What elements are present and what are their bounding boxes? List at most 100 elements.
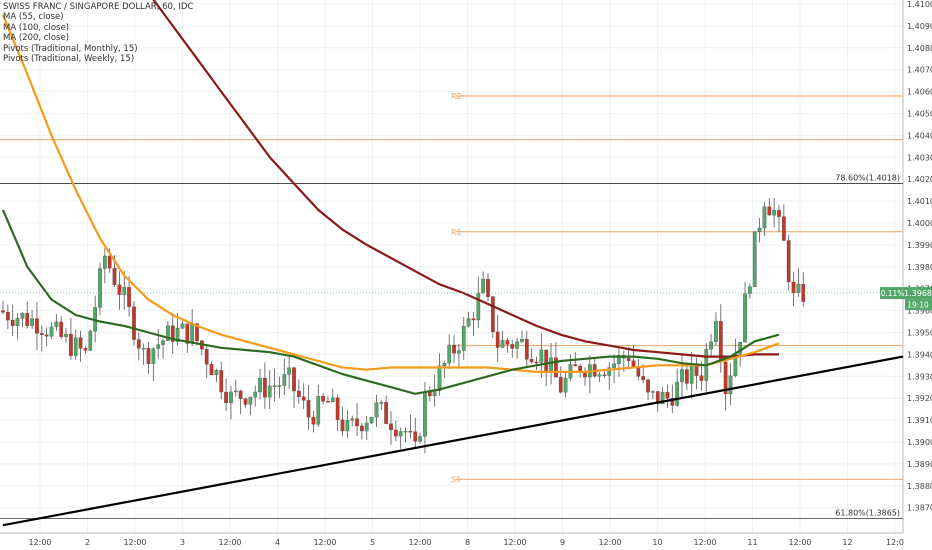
y-tick-label: 1.3900 — [907, 438, 932, 447]
legend-ma100[interactable]: MA (100, close) — [3, 22, 70, 33]
level-label-fib618: 61.80%(1.3865) — [835, 509, 900, 518]
candle-body — [777, 210, 781, 217]
legend-ma55[interactable]: MA (55, close) — [3, 12, 64, 23]
candle-body — [107, 255, 112, 269]
candle-body — [495, 331, 500, 348]
candle-body — [301, 396, 306, 401]
candle-body — [190, 323, 194, 344]
candle-body — [253, 391, 258, 398]
candle-body — [452, 344, 456, 354]
candle-body — [117, 284, 122, 295]
y-tick-label: 1.4100 — [907, 0, 932, 9]
candle-body — [98, 268, 102, 308]
candle-body — [146, 348, 151, 364]
candle-body — [364, 422, 369, 432]
candle-body — [389, 423, 393, 431]
candle-body — [292, 367, 296, 392]
candle-body — [752, 231, 757, 287]
candle-body — [427, 392, 432, 397]
candle-body — [233, 390, 238, 393]
candle-body — [204, 349, 209, 365]
candle-body — [457, 350, 461, 354]
candle-body — [340, 419, 345, 432]
candle-body — [267, 385, 272, 398]
candle-body — [282, 374, 287, 386]
candle-body — [369, 417, 374, 424]
y-tick-label: 1.4090 — [907, 22, 932, 31]
y-tick-label: 1.4070 — [907, 66, 932, 75]
candle-body — [49, 326, 54, 337]
y-tick-label: 1.3910 — [907, 416, 932, 425]
y-tick-label: 1.3870 — [907, 504, 932, 513]
candle-body — [767, 206, 772, 216]
level-label-S1: S1 — [451, 475, 461, 484]
candle-body — [345, 420, 350, 432]
y-tick-label: 1.4030 — [907, 153, 932, 162]
candle-body — [15, 318, 20, 326]
candle-body — [287, 367, 292, 375]
candle-body — [379, 402, 384, 404]
candle-body — [398, 431, 403, 437]
candle-body — [6, 312, 10, 321]
x-tick-label: 9 — [560, 538, 565, 547]
candle-body — [510, 344, 515, 349]
candle-body — [330, 397, 335, 403]
candle-body — [122, 287, 127, 295]
candle-body — [1, 310, 5, 313]
y-tick-label: 1.3980 — [907, 263, 932, 272]
x-tick-label: 12:00 — [503, 538, 526, 547]
x-tick-label: 12:00 — [28, 538, 51, 547]
x-tick-label: 5 — [370, 538, 375, 547]
candle-body — [558, 377, 563, 393]
candle-body — [689, 364, 694, 384]
candle-body — [447, 344, 452, 364]
candle-body — [161, 340, 165, 345]
candle-body — [25, 313, 30, 326]
candle-body — [607, 367, 612, 376]
candle-body — [573, 364, 578, 367]
candle-body — [214, 370, 219, 376]
legend-pivots-monthly[interactable]: Pivots (Traditional, Monthly, 15) — [3, 43, 138, 54]
candle-body — [166, 325, 170, 341]
candle-body — [461, 325, 466, 351]
candle-body — [355, 418, 359, 427]
candle-body — [374, 402, 379, 418]
candle-body — [151, 348, 156, 364]
candle-body — [408, 431, 413, 433]
candle-body — [418, 436, 422, 442]
x-tick-label: 12:00 — [598, 538, 621, 547]
candle-body — [277, 385, 282, 387]
ma200-line — [152, 0, 779, 358]
candle-body — [437, 365, 442, 391]
candle-body — [258, 377, 262, 393]
countdown-badge — [905, 299, 932, 311]
x-tick-label: 2 — [85, 538, 90, 547]
candle-body — [238, 390, 243, 399]
candle-body — [321, 396, 325, 402]
candle-body — [180, 323, 185, 329]
level-label-R1: R1 — [451, 228, 462, 237]
candle-body — [617, 355, 621, 364]
candle-body — [791, 281, 796, 294]
y-tick-label: 1.3930 — [907, 372, 932, 381]
candle-body — [670, 398, 675, 406]
y-tick-label: 1.4000 — [907, 219, 932, 228]
candle-body — [660, 392, 665, 405]
candle-body — [306, 400, 311, 418]
candle-body — [175, 328, 180, 342]
candle-body — [646, 379, 650, 393]
candle-body — [772, 210, 777, 216]
y-tick-label: 1.3880 — [907, 482, 932, 491]
candle-body — [685, 369, 689, 384]
legend-ma200[interactable]: MA (200, close) — [3, 33, 70, 44]
candle-body — [296, 390, 301, 397]
x-tick-label: 12:00 — [693, 538, 716, 547]
candle-body — [728, 375, 733, 395]
y-tick-label: 1.4010 — [907, 197, 932, 206]
candle-body — [597, 374, 602, 377]
candle-body — [272, 385, 277, 387]
candle-body — [229, 391, 233, 404]
candle-body — [544, 349, 549, 372]
legend-pivots-weekly[interactable]: Pivots (Traditional, Weekly, 15) — [3, 54, 135, 65]
candle-body — [10, 319, 15, 326]
